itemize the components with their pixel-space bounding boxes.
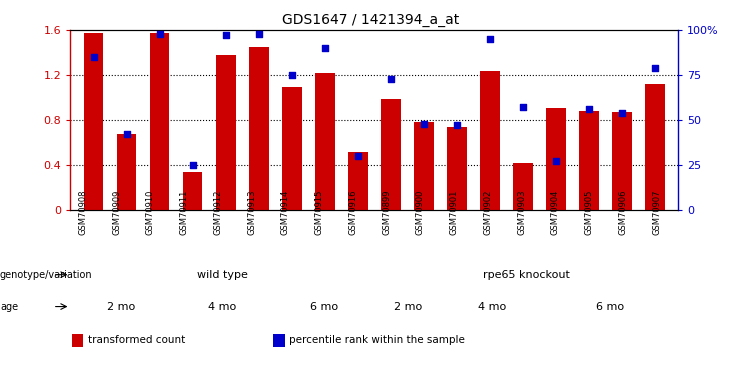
Text: GDS1647 / 1421394_a_at: GDS1647 / 1421394_a_at <box>282 13 459 27</box>
Bar <box>315 73 335 210</box>
Point <box>484 36 496 42</box>
Text: GSM70907: GSM70907 <box>652 190 661 235</box>
Point <box>219 32 231 38</box>
Bar <box>579 111 599 210</box>
Point <box>385 76 396 82</box>
Point <box>418 121 430 127</box>
Bar <box>480 70 499 210</box>
Text: GSM70900: GSM70900 <box>416 190 425 235</box>
Bar <box>381 99 401 210</box>
Text: GSM70905: GSM70905 <box>585 190 594 235</box>
Text: GSM70913: GSM70913 <box>247 190 256 235</box>
Text: genotype/variation: genotype/variation <box>0 270 93 280</box>
Bar <box>273 334 285 347</box>
Bar <box>413 122 433 210</box>
Text: GSM70915: GSM70915 <box>315 190 324 235</box>
Point <box>352 153 364 159</box>
Point <box>649 65 661 71</box>
Text: GSM70911: GSM70911 <box>179 190 188 235</box>
Text: GSM70906: GSM70906 <box>619 190 628 235</box>
Bar <box>612 112 632 210</box>
Point <box>517 104 529 110</box>
Point <box>121 131 133 137</box>
Text: 4 mo: 4 mo <box>208 302 236 312</box>
Point <box>87 54 99 60</box>
Point <box>550 158 562 164</box>
Text: wild type: wild type <box>197 270 247 280</box>
Text: 6 mo: 6 mo <box>310 302 338 312</box>
Point <box>286 72 298 78</box>
Text: percentile rank within the sample: percentile rank within the sample <box>289 335 465 345</box>
Text: GSM70899: GSM70899 <box>382 190 391 235</box>
Text: GSM70909: GSM70909 <box>112 190 121 235</box>
Bar <box>546 108 565 210</box>
Text: age: age <box>0 302 18 312</box>
Bar <box>447 127 467 210</box>
Text: GSM70904: GSM70904 <box>551 190 560 235</box>
Text: GSM70914: GSM70914 <box>281 190 290 235</box>
Bar <box>348 152 368 210</box>
Bar <box>249 47 268 210</box>
Point <box>616 110 628 116</box>
Text: GSM70901: GSM70901 <box>450 190 459 235</box>
Bar <box>645 84 665 210</box>
Text: 4 mo: 4 mo <box>478 302 507 312</box>
Text: GSM70916: GSM70916 <box>348 190 357 235</box>
Text: 2 mo: 2 mo <box>107 302 135 312</box>
Bar <box>183 172 202 210</box>
Bar <box>150 33 170 210</box>
Point <box>451 122 462 128</box>
Text: transformed count: transformed count <box>87 335 185 345</box>
Point <box>319 45 330 51</box>
Text: 6 mo: 6 mo <box>597 302 625 312</box>
Text: GSM70902: GSM70902 <box>483 190 492 235</box>
Point <box>583 106 595 112</box>
Bar <box>513 163 533 210</box>
Text: GSM70912: GSM70912 <box>213 190 222 235</box>
Bar <box>116 134 136 210</box>
Text: GSM70910: GSM70910 <box>146 190 155 235</box>
Bar <box>72 334 83 347</box>
Text: rpe65 knockout: rpe65 knockout <box>482 270 570 280</box>
Bar <box>216 55 236 210</box>
Bar <box>84 33 104 210</box>
Point <box>187 162 199 168</box>
Point <box>253 31 265 37</box>
Text: GSM70908: GSM70908 <box>79 190 87 235</box>
Text: GSM70903: GSM70903 <box>517 190 526 235</box>
Point <box>153 31 165 37</box>
Text: 2 mo: 2 mo <box>393 302 422 312</box>
Bar <box>282 87 302 210</box>
